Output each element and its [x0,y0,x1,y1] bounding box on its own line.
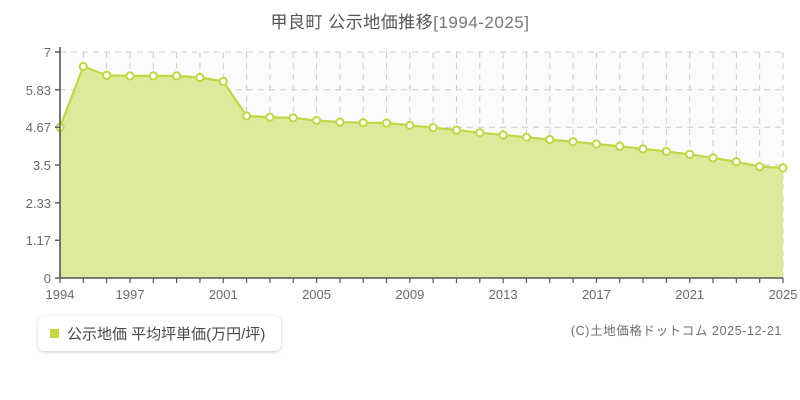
data-point-marker[interactable] [451,125,462,135]
chart-title-range: [1994-2025] [433,13,530,32]
y-tick-label: 4.67 [26,120,51,135]
chart-legend[interactable]: 公示地価 平均坪単価(万円/坪) [38,316,282,351]
y-axis-ticks: 0 1.17 2.33 3.5 4.67 5.83 7 [26,45,60,286]
y-tick-label: 7 [44,45,51,60]
y-tick-label: 2.33 [26,196,51,211]
data-point-marker[interactable] [172,71,182,81]
series-area-fill [60,66,783,278]
y-tick-label: 5.83 [26,83,51,98]
page-title: 甲良町 公示地価推移[1994-2025] [0,8,800,33]
data-point-marker[interactable] [685,149,695,159]
data-point-marker[interactable] [288,113,298,123]
data-point-marker[interactable] [615,141,625,151]
x-tick-label: 1997 [116,287,145,302]
data-point-marker[interactable] [731,157,741,167]
data-point-marker[interactable] [591,139,602,149]
data-point-marker[interactable] [405,120,415,130]
square-marker-icon [50,329,59,338]
y-tick-label: 3.5 [33,158,51,173]
data-point-marker[interactable] [125,71,135,81]
x-tick-label: 2005 [302,287,331,302]
data-point-marker[interactable] [381,118,392,128]
x-axis-ticks: 1994 1997 2001 2005 2009 2013 2017 2021 2025 [46,278,798,302]
data-point-marker[interactable] [335,117,345,127]
data-point-marker[interactable] [661,146,671,157]
data-point-marker[interactable] [708,153,718,163]
data-point-marker[interactable] [638,144,648,154]
data-point-marker[interactable] [241,111,252,121]
y-tick-label: 1.17 [26,233,51,248]
data-point-marker[interactable] [498,130,508,140]
data-point-marker[interactable] [102,70,112,80]
chart-title-main: 甲良町 公示地価推移 [270,13,434,32]
data-point-marker[interactable] [311,115,322,126]
data-point-marker[interactable] [218,76,228,86]
data-point-marker[interactable] [265,112,275,122]
data-point-marker[interactable] [778,163,788,173]
x-tick-label: 2021 [675,287,704,302]
y-tick-label: 0 [44,271,51,286]
data-point-marker[interactable] [148,71,158,81]
data-point-marker[interactable] [358,118,368,128]
x-tick-label: 2013 [489,287,518,302]
data-point-marker[interactable] [475,128,485,138]
data-point-marker[interactable] [568,137,578,147]
data-point-marker[interactable] [195,72,205,83]
x-tick-label: 2009 [395,287,424,302]
x-tick-label: 2017 [582,287,611,302]
x-tick-label: 1994 [46,287,75,302]
data-point-marker[interactable] [755,162,765,172]
data-point-marker[interactable] [78,61,88,72]
series-markers [55,61,788,173]
data-point-marker[interactable] [545,134,555,145]
data-point-marker[interactable] [521,132,532,142]
data-point-marker[interactable] [428,122,438,133]
legend-label: 公示地価 平均坪単価(万円/坪) [67,326,266,343]
copyright-credit: (C)土地価格ドットコム 2025-12-21 [570,324,782,338]
x-tick-label: 2025 [769,287,798,302]
x-tick-label: 2001 [209,287,238,302]
